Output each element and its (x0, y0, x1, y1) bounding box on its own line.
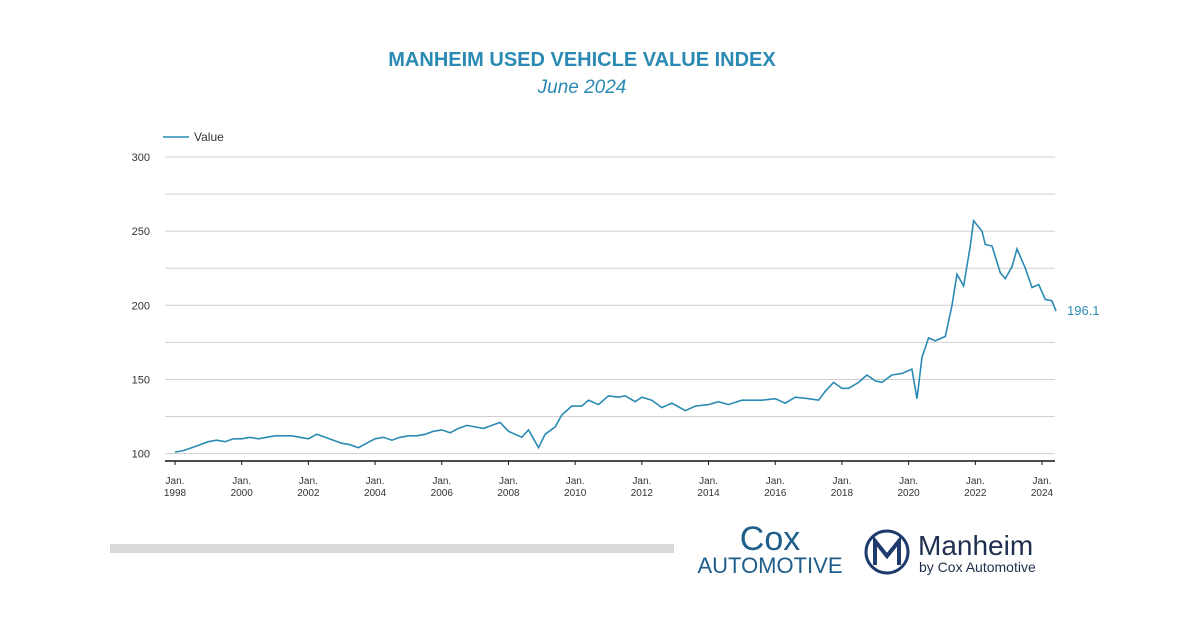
x-tick-label: Jan. 2018 (831, 476, 854, 499)
x-tick-label: Jan. 2022 (964, 476, 987, 499)
manheim-icon (864, 529, 910, 575)
y-tick-label: 150 (132, 374, 150, 386)
x-tick-label: Jan. 2000 (231, 476, 254, 499)
chart-title: MANHEIM USED VEHICLE VALUE INDEX (388, 49, 776, 71)
chart-subtitle: June 2024 (537, 77, 627, 98)
x-tick-label: Jan. 1998 (164, 476, 187, 499)
legend-label: Value (194, 130, 224, 144)
y-tick-label: 250 (132, 226, 150, 238)
y-tick-label: 200 (132, 300, 150, 312)
data-line (174, 218, 1057, 453)
divider-bar (110, 544, 674, 553)
manheim-logo: Manheim (918, 530, 1033, 561)
y-tick-label: 300 (132, 152, 150, 164)
x-tick-label: Jan. 2002 (297, 476, 320, 499)
end-value-label: 196.1 (1067, 303, 1100, 318)
cox-logo: Cox (740, 520, 800, 558)
cox-logo-sub: Automotive (697, 553, 842, 578)
x-tick-label: Jan. 2016 (764, 476, 787, 499)
y-tick-label: 100 (132, 449, 150, 461)
x-tick-label: Jan. 2010 (564, 476, 587, 499)
x-tick-label: Jan. 2020 (897, 476, 920, 499)
manheim-logo-sub: by Cox Automotive (919, 559, 1036, 575)
manheim-icon-m (873, 535, 901, 565)
x-tick-label: Jan. 2024 (1031, 476, 1054, 499)
x-tick-label: Jan. 2004 (364, 476, 387, 499)
x-tick-label: Jan. 2012 (631, 476, 654, 499)
x-tick-label: Jan. 2008 (497, 476, 520, 499)
x-tick-label: Jan. 2014 (697, 476, 720, 499)
x-tick-label: Jan. 2006 (431, 476, 454, 499)
